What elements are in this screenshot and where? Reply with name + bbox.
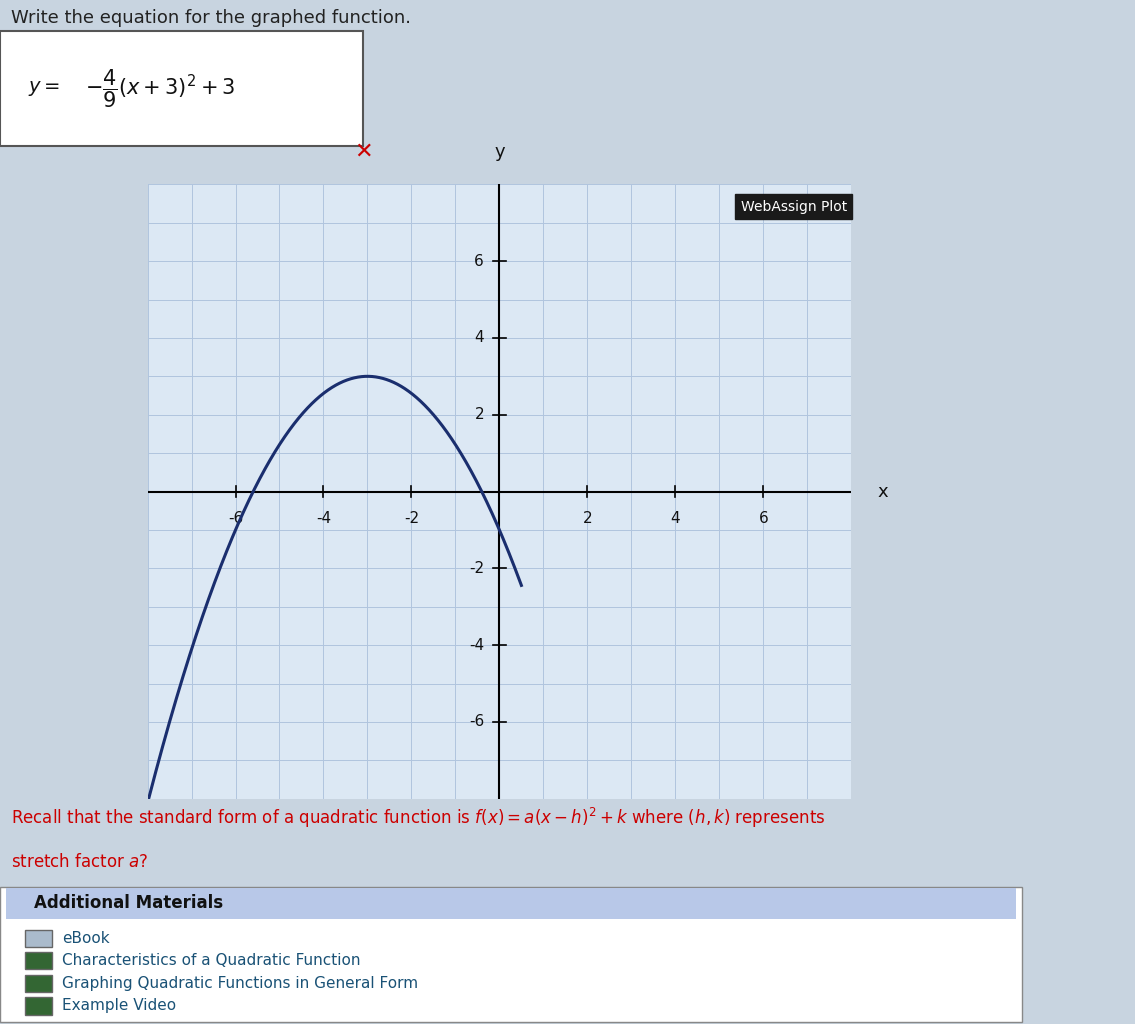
Text: -4: -4	[469, 638, 484, 652]
Text: -4: -4	[316, 511, 331, 525]
Text: stretch factor $a$?: stretch factor $a$?	[11, 853, 149, 870]
Text: -2: -2	[404, 511, 419, 525]
FancyBboxPatch shape	[25, 975, 52, 992]
FancyBboxPatch shape	[0, 887, 1022, 1022]
FancyBboxPatch shape	[0, 32, 363, 145]
Text: eBook: eBook	[62, 931, 110, 946]
Text: 2: 2	[474, 408, 484, 422]
Text: -6: -6	[228, 511, 243, 525]
Text: x: x	[877, 482, 889, 501]
Text: $y = $: $y = $	[28, 79, 60, 98]
FancyBboxPatch shape	[6, 888, 1016, 920]
Text: 6: 6	[474, 254, 484, 268]
Text: y: y	[494, 143, 505, 161]
Text: 2: 2	[582, 511, 592, 525]
Text: 4: 4	[671, 511, 680, 525]
FancyBboxPatch shape	[25, 952, 52, 970]
Text: 4: 4	[474, 331, 484, 345]
Text: Graphing Quadratic Functions in General Form: Graphing Quadratic Functions in General …	[62, 976, 419, 991]
Text: Recall that the standard form of a quadratic function is $f(x) = a(x - h)^2 + k$: Recall that the standard form of a quadr…	[11, 806, 826, 829]
FancyBboxPatch shape	[25, 930, 52, 947]
Text: Additional Materials: Additional Materials	[34, 895, 224, 912]
FancyBboxPatch shape	[25, 997, 52, 1015]
Text: Example Video: Example Video	[62, 998, 177, 1014]
Text: -6: -6	[469, 715, 484, 729]
Text: $-\dfrac{4}{9}(x+3)^2+3$: $-\dfrac{4}{9}(x+3)^2+3$	[85, 68, 235, 110]
Text: -2: -2	[469, 561, 484, 575]
Text: Characteristics of a Quadratic Function: Characteristics of a Quadratic Function	[62, 953, 361, 969]
Text: ✕: ✕	[354, 141, 372, 161]
Text: 6: 6	[758, 511, 768, 525]
Text: Write the equation for the graphed function.: Write the equation for the graphed funct…	[11, 9, 411, 28]
Text: WebAssign Plot: WebAssign Plot	[741, 200, 847, 214]
